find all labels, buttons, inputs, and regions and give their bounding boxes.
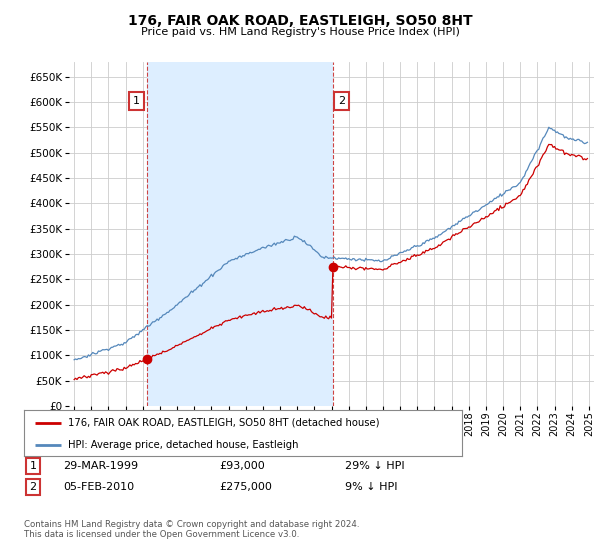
- Text: HPI: Average price, detached house, Eastleigh: HPI: Average price, detached house, East…: [68, 440, 298, 450]
- Text: 29-MAR-1999: 29-MAR-1999: [63, 461, 138, 471]
- Text: Contains HM Land Registry data © Crown copyright and database right 2024.
This d: Contains HM Land Registry data © Crown c…: [24, 520, 359, 539]
- Text: 29% ↓ HPI: 29% ↓ HPI: [345, 461, 404, 471]
- Text: 1: 1: [133, 96, 140, 106]
- Text: Price paid vs. HM Land Registry's House Price Index (HPI): Price paid vs. HM Land Registry's House …: [140, 27, 460, 37]
- Text: 176, FAIR OAK ROAD, EASTLEIGH, SO50 8HT: 176, FAIR OAK ROAD, EASTLEIGH, SO50 8HT: [128, 14, 472, 28]
- Text: 9% ↓ HPI: 9% ↓ HPI: [345, 482, 398, 492]
- Text: 2: 2: [29, 482, 37, 492]
- Text: £93,000: £93,000: [219, 461, 265, 471]
- Text: 2: 2: [338, 96, 346, 106]
- Text: 1: 1: [29, 461, 37, 471]
- Text: 176, FAIR OAK ROAD, EASTLEIGH, SO50 8HT (detached house): 176, FAIR OAK ROAD, EASTLEIGH, SO50 8HT …: [68, 418, 379, 428]
- Text: 05-FEB-2010: 05-FEB-2010: [63, 482, 134, 492]
- Bar: [147, 62, 333, 406]
- Text: £275,000: £275,000: [219, 482, 272, 492]
